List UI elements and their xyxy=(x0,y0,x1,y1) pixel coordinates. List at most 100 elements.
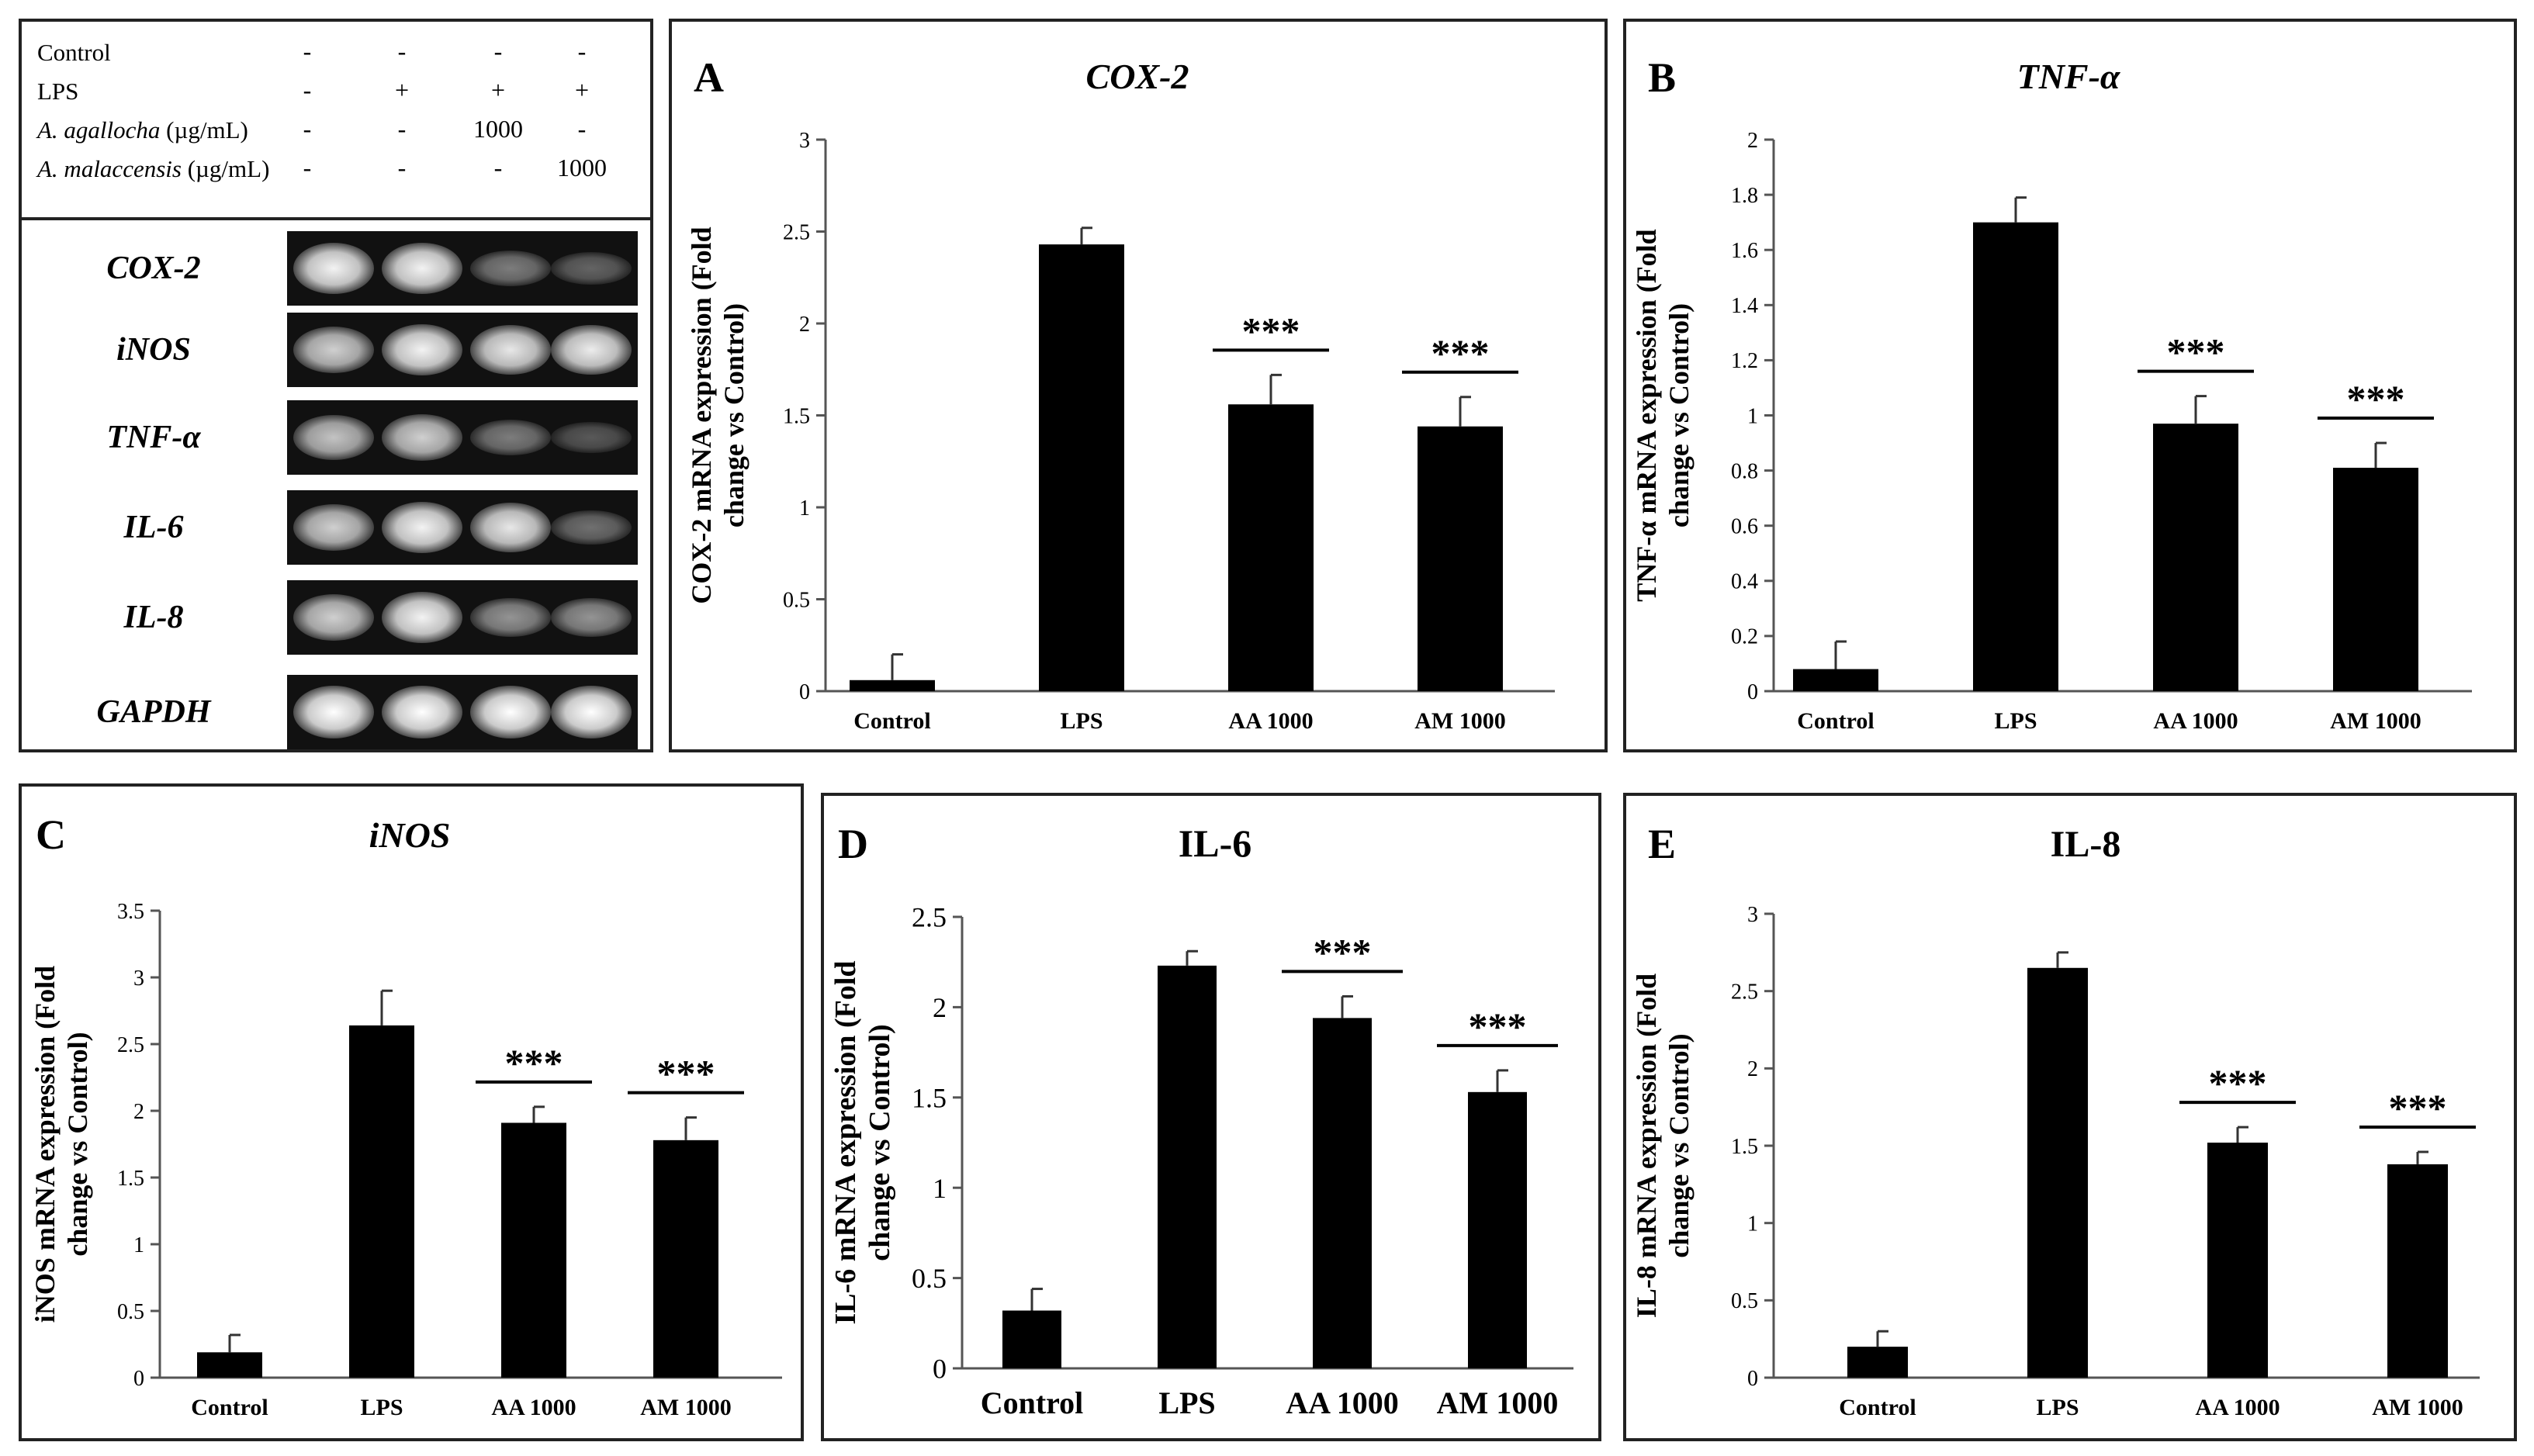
gel-band xyxy=(470,598,551,637)
panel-letter: B xyxy=(1648,54,1676,101)
condition-label: A. malaccensis (µg/mL) xyxy=(37,155,269,183)
y-tick-label: 3 xyxy=(799,129,810,153)
category-label: AA 1000 xyxy=(2153,708,2238,734)
y-axis-label: change vs Control) xyxy=(62,1032,93,1256)
y-tick-label: 3 xyxy=(133,967,144,991)
category-label: AM 1000 xyxy=(1414,708,1505,734)
gel-band xyxy=(551,598,632,637)
bar xyxy=(2387,1164,2448,1378)
y-tick-label: 1 xyxy=(1747,1212,1758,1236)
y-tick-label: 0 xyxy=(933,1354,947,1385)
gel-band xyxy=(382,592,462,643)
condition-label: Control xyxy=(37,39,111,67)
y-tick-label: 1.8 xyxy=(1731,184,1758,208)
y-axis-label: change vs Control) xyxy=(1663,303,1695,527)
y-tick-label: 2 xyxy=(799,313,810,337)
category-label: LPS xyxy=(1060,708,1103,734)
condition-value: - xyxy=(303,37,312,65)
gel-band xyxy=(551,510,632,545)
category-label: Control xyxy=(1797,708,1874,734)
significance-marker: *** xyxy=(2167,330,2225,374)
condition-value: - xyxy=(577,115,587,143)
y-tick-label: 1 xyxy=(133,1233,144,1257)
gel-band xyxy=(551,252,632,285)
gel-band xyxy=(382,243,462,294)
y-tick-label: 1.5 xyxy=(1731,1135,1758,1159)
bar xyxy=(501,1122,566,1378)
category-label: AA 1000 xyxy=(1286,1385,1399,1420)
y-axis-label: change vs Control) xyxy=(718,303,749,527)
gel-strip xyxy=(287,490,638,565)
bar xyxy=(1313,1018,1372,1368)
y-tick-label: 1.5 xyxy=(912,1082,947,1113)
y-tick-label: 0 xyxy=(799,680,810,704)
chart-title: iNOS xyxy=(369,815,451,855)
panel-letter: A xyxy=(694,54,724,101)
y-tick-label: 0.4 xyxy=(1731,570,1758,594)
significance-marker: *** xyxy=(2209,1061,2267,1105)
gel-band xyxy=(293,415,374,460)
bar xyxy=(1468,1091,1527,1368)
category-label: LPS xyxy=(1994,708,2037,734)
chart-il8: E IL-8 0 0.5 1 1.5 2 2.5 3 IL-8 mRNA expression (… xyxy=(1631,821,2480,1420)
gel-band xyxy=(551,422,632,453)
gene-label: iNOS xyxy=(116,332,191,368)
condition-value: - xyxy=(577,37,587,65)
bar xyxy=(1973,222,2058,691)
condition-value: - xyxy=(493,37,503,65)
bar xyxy=(2207,1143,2268,1378)
y-axis-label: iNOS mRNA expression (Fold xyxy=(29,966,61,1323)
condition-name: LPS xyxy=(37,78,79,105)
chart-title: COX-2 xyxy=(1086,57,1189,96)
category-label: LPS xyxy=(2036,1395,2079,1420)
significance-marker: *** xyxy=(1242,309,1300,352)
condition-value: - xyxy=(303,154,312,182)
bar xyxy=(1847,1347,1908,1378)
y-tick-label: 2.5 xyxy=(1731,980,1758,1004)
y-tick-label: 1.5 xyxy=(783,404,810,428)
bar xyxy=(2027,967,2088,1378)
gel-band xyxy=(293,686,374,738)
significance-marker: *** xyxy=(657,1052,715,1095)
significance-marker: *** xyxy=(1469,1005,1527,1048)
y-axis-label: change vs Control) xyxy=(864,1024,896,1261)
y-tick-label: 2.5 xyxy=(783,220,810,244)
y-axis-label: change vs Control) xyxy=(1663,1033,1695,1257)
bar xyxy=(653,1140,718,1378)
chart-cox2: A COX-2 0 0.5 1 1.5 2 2.5 3 COX-2 mRNA expression… xyxy=(686,54,1555,734)
y-tick-label: 1.4 xyxy=(1731,294,1758,318)
category-label: Control xyxy=(981,1385,1084,1420)
y-tick-label: 0.8 xyxy=(1731,459,1758,483)
condition-value: - xyxy=(493,154,503,182)
chart-il6: D IL-6 0 0.5 1 1.5 2 2.5 IL-6 mRNA expression (F… xyxy=(829,821,1573,1420)
category-label: AM 1000 xyxy=(2372,1395,2463,1420)
gel-band xyxy=(470,251,551,286)
condition-value: + xyxy=(574,76,590,104)
panel-a: A COX-2 0 0.5 1 1.5 2 2.5 3 COX-2 mRNA expression… xyxy=(669,19,1608,752)
y-tick-label: 2.5 xyxy=(117,1033,144,1057)
gene-label: IL-8 xyxy=(123,600,184,635)
y-tick-label: 0.5 xyxy=(783,588,810,612)
y-tick-label: 1 xyxy=(1747,404,1758,428)
category-label: AM 1000 xyxy=(1437,1385,1559,1420)
chart-title: IL-6 xyxy=(1179,821,1251,865)
gene-label: TNF-α xyxy=(106,420,201,455)
panel-letter: C xyxy=(36,811,66,858)
category-label: AA 1000 xyxy=(2195,1395,2280,1420)
gel-panel: Control - - - - LPS - + + + A. agallocha (µg/mL) - -… xyxy=(19,19,653,752)
y-tick-label: 0.5 xyxy=(912,1263,947,1294)
bar xyxy=(1228,404,1314,691)
gel-band xyxy=(470,420,551,455)
panel-b: B TNF-α 0 0.2 0.4 0.6 0.8 1 1.2 1.4 1.6 1.8 2 TNF-α m… xyxy=(1623,19,2517,752)
bar xyxy=(1793,669,1878,691)
chart-title: TNF-α xyxy=(2017,57,2121,96)
gel-band xyxy=(293,594,374,641)
condition-name: A. malaccensis xyxy=(37,155,182,182)
gel-strip xyxy=(287,313,638,387)
bar xyxy=(197,1352,262,1378)
condition-value: 1000 xyxy=(557,154,607,182)
condition-value: - xyxy=(303,76,312,104)
condition-unit: (µg/mL) xyxy=(160,116,248,144)
